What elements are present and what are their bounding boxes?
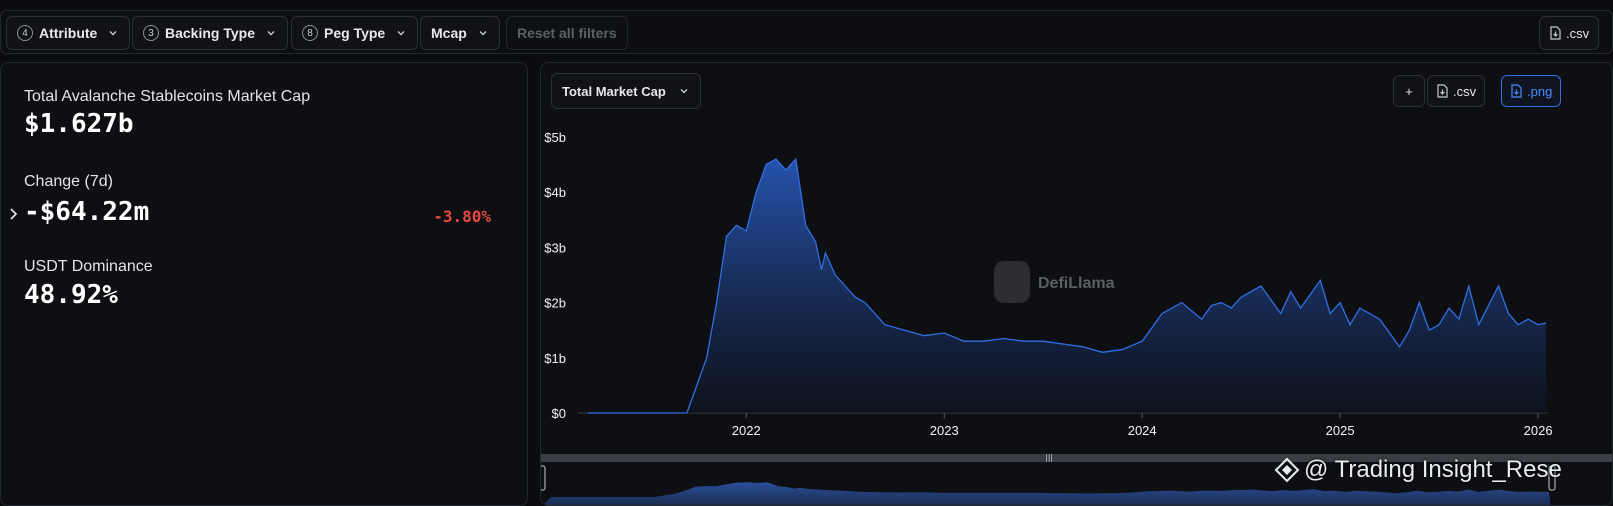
download-csv-button[interactable]: .csv [1539, 16, 1600, 50]
chevron-down-icon [680, 89, 688, 94]
x-tick-label: 2024 [1128, 423, 1157, 438]
y-tick-label: $4b [544, 185, 566, 200]
mcap-filter[interactable]: Mcap [420, 16, 500, 50]
metric-select-label: Total Market Cap [562, 83, 666, 99]
usdt-dominance-value: 48.92% [24, 280, 118, 310]
usdt-dominance-label: USDT Dominance [24, 258, 153, 275]
slider-track [541, 454, 1612, 462]
download-csv-label: .csv [1566, 25, 1590, 41]
x-tick-label: 2023 [930, 423, 959, 438]
defillama-watermark: DefiLlama [994, 261, 1115, 303]
change-7d-label: Change (7d) [24, 173, 113, 190]
filter-bar: 4 Attribute 3 Backing Type 8 Peg Type Mc… [0, 10, 1613, 54]
chart-png-button[interactable]: .png [1501, 75, 1562, 107]
slider-preview-area [543, 482, 1551, 505]
add-label: + [1405, 83, 1413, 99]
metric-select[interactable]: Total Market Cap [551, 73, 701, 109]
attribute-filter-label: Attribute [39, 25, 98, 41]
stats-panel: Total Avalanche Stablecoins Market Cap $… [0, 62, 528, 506]
slider-right-handle[interactable] [1548, 465, 1556, 491]
y-tick-label: $1b [544, 351, 566, 366]
image-download-icon [1511, 84, 1522, 98]
total-mcap-label: Total Avalanche Stablecoins Market Cap [24, 88, 311, 105]
backing-type-filter-label: Backing Type [165, 25, 255, 41]
peg-count-badge: 8 [302, 25, 318, 41]
chevron-right-icon[interactable] [8, 207, 20, 221]
x-tick-label: 2025 [1326, 423, 1355, 438]
chart-png-label: .png [1527, 83, 1553, 99]
diamond-logo-icon [1274, 457, 1300, 483]
x-tick-label: 2022 [732, 423, 761, 438]
backing-type-filter[interactable]: 3 Backing Type [132, 16, 288, 50]
add-button[interactable]: + [1393, 75, 1425, 107]
range-slider[interactable]: ||| [541, 453, 1613, 506]
y-tick-label: $5b [544, 130, 566, 145]
total-mcap-value: $1.627b [24, 109, 134, 139]
brand-label: DefiLlama [1038, 275, 1115, 292]
market-cap-chart[interactable]: DefiLlama $0 $1b $2b $3b $4b $5b 2022 2023 2024… [541, 63, 1613, 506]
backing-count-badge: 3 [143, 25, 159, 41]
peg-type-filter-label: Peg Type [324, 25, 386, 41]
attribute-filter[interactable]: 4 Attribute [6, 16, 131, 50]
slider-grip-icon[interactable]: ||| [1045, 453, 1053, 462]
x-tick-label: 2026 [1524, 423, 1553, 438]
overlay-watermark: @ Trading Insight_Rese [1274, 456, 1562, 484]
chart-panel: Total Market Cap + .csv .png DefiLlama $… [540, 62, 1613, 506]
market-cap-area [587, 159, 1546, 413]
chart-csv-button[interactable]: .csv [1427, 75, 1486, 107]
mcap-filter-label: Mcap [431, 25, 467, 41]
file-download-icon [1550, 26, 1561, 40]
chevron-down-icon [397, 31, 405, 36]
y-tick-label: $3b [544, 240, 566, 255]
peg-type-filter[interactable]: 8 Peg Type [291, 16, 419, 50]
change-7d-value: -$64.22m [24, 197, 150, 227]
market-cap-line [587, 157, 1547, 414]
chevron-down-icon [479, 31, 487, 36]
chevron-down-icon [109, 31, 117, 36]
file-download-icon [1437, 84, 1448, 98]
slider-left-handle[interactable] [541, 465, 546, 491]
chevron-down-icon [267, 31, 275, 36]
y-tick-label: $0 [552, 406, 566, 421]
chart-csv-label: .csv [1453, 83, 1477, 99]
reset-filters-button[interactable]: Reset all filters [506, 16, 628, 50]
llama-logo-icon [994, 261, 1030, 303]
watermark-text: @ Trading Insight_Rese [1304, 456, 1562, 483]
y-tick-label: $2b [544, 296, 566, 311]
attribute-count-badge: 4 [17, 25, 33, 41]
change-7d-percent: -3.80% [433, 207, 491, 226]
